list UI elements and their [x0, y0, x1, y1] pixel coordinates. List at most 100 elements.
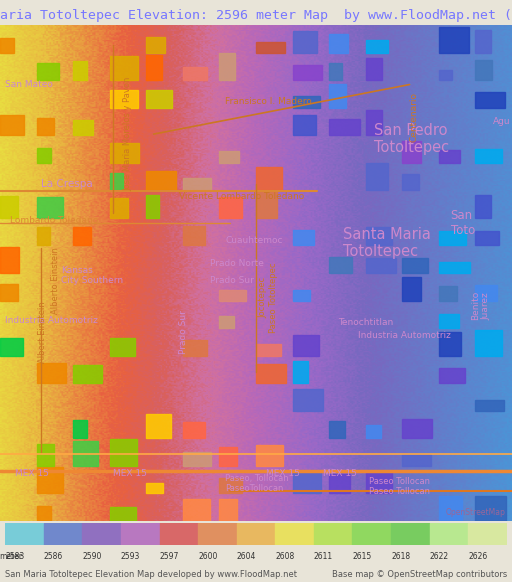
Bar [220, 478, 243, 494]
Text: PaseoTollocan: PaseoTollocan [225, 484, 284, 494]
Bar [237, 523, 275, 545]
Text: 2593: 2593 [121, 552, 140, 561]
Text: meter: meter [0, 552, 23, 561]
Bar [160, 523, 198, 545]
Bar [366, 164, 388, 190]
Bar [256, 191, 277, 218]
Text: 2597: 2597 [160, 552, 179, 561]
Text: 2590: 2590 [82, 552, 102, 561]
Bar [314, 523, 352, 545]
Bar [36, 506, 51, 521]
Bar [391, 523, 430, 545]
Bar [439, 70, 452, 80]
Text: 2622: 2622 [430, 552, 449, 561]
Bar [220, 447, 237, 466]
Text: San
Toto: San Toto [451, 210, 475, 237]
Bar [439, 368, 465, 383]
Bar [402, 455, 431, 466]
Text: Jose Maria Morelos y Pavon: Jose Maria Morelos y Pavon [123, 77, 132, 191]
Text: Paseo Tollocan: Paseo Tollocan [369, 477, 430, 486]
Bar [36, 467, 63, 494]
Bar [292, 290, 310, 300]
Text: MEX 15: MEX 15 [15, 469, 49, 478]
Text: Paseo Totoltepec: Paseo Totoltepec [269, 262, 278, 333]
Bar [0, 338, 23, 356]
Text: Lombardo Toledano: Lombardo Toledano [10, 217, 98, 225]
Bar [183, 178, 211, 190]
Text: Alberto Einstein: Alberto Einstein [51, 247, 60, 314]
Bar [0, 196, 18, 218]
Bar [220, 53, 235, 80]
Bar [110, 198, 128, 218]
Bar [476, 331, 502, 356]
Bar [73, 420, 87, 438]
Bar [110, 90, 138, 108]
Bar [110, 56, 138, 80]
Bar [44, 523, 82, 545]
Bar [366, 425, 380, 438]
Text: 2586: 2586 [44, 552, 63, 561]
Text: Vicente Lombardo Toledano: Vicente Lombardo Toledano [179, 191, 305, 201]
Text: MEX 15: MEX 15 [323, 469, 356, 478]
Bar [256, 344, 281, 356]
Text: 2608: 2608 [275, 552, 294, 561]
Bar [292, 335, 319, 356]
Bar [439, 314, 459, 328]
Bar [36, 197, 63, 218]
Bar [366, 110, 382, 135]
Text: 2611: 2611 [314, 552, 333, 561]
Text: Kansas
City Southern: Kansas City Southern [61, 266, 123, 285]
Bar [366, 228, 392, 246]
Text: Albert Einstein: Albert Einstein [38, 301, 48, 363]
Bar [292, 472, 321, 494]
Bar [110, 173, 123, 190]
Bar [36, 148, 51, 163]
Bar [121, 523, 160, 545]
Text: Industria Automotriz: Industria Automotriz [358, 331, 451, 339]
Bar [256, 445, 283, 466]
Bar [439, 261, 470, 273]
Text: Prado Sur: Prado Sur [210, 276, 254, 285]
Text: Industria Automotriz: Industria Automotriz [5, 315, 98, 325]
Bar [476, 399, 504, 411]
Text: MEX 15: MEX 15 [266, 469, 300, 478]
Bar [476, 230, 499, 246]
Bar [183, 452, 210, 466]
Text: Agu: Agu [493, 117, 510, 126]
Bar [36, 444, 54, 466]
Bar [73, 120, 93, 135]
Bar [329, 474, 350, 494]
Bar [73, 226, 91, 246]
Text: Fransisco I. Madero: Fransisco I. Madero [225, 97, 312, 107]
Bar [292, 115, 315, 135]
Bar [366, 58, 382, 80]
Bar [146, 171, 176, 190]
Bar [146, 55, 162, 80]
Text: 2626: 2626 [468, 552, 487, 561]
Bar [476, 149, 502, 163]
Bar [0, 38, 14, 52]
Bar [329, 257, 352, 273]
Bar [439, 27, 469, 52]
Bar [183, 66, 206, 80]
Bar [292, 361, 308, 383]
Bar [292, 96, 320, 108]
Bar [0, 284, 18, 300]
Bar [275, 523, 314, 545]
Bar [476, 60, 492, 80]
Text: Jocotepec: Jocotepec [259, 277, 268, 318]
Bar [256, 42, 285, 52]
Bar [476, 285, 497, 300]
Bar [439, 231, 465, 246]
Bar [476, 195, 491, 218]
Bar [5, 523, 44, 545]
Text: Base map © OpenStreetMap contributors: Base map © OpenStreetMap contributors [332, 570, 507, 579]
Bar [292, 230, 314, 246]
Bar [183, 226, 205, 246]
Bar [476, 30, 491, 52]
Bar [439, 286, 457, 300]
Bar [430, 523, 468, 545]
Bar [82, 523, 121, 545]
Text: San Maria Totoltepec Elevation Map developed by www.FloodMap.net: San Maria Totoltepec Elevation Map devel… [5, 570, 297, 579]
Bar [146, 482, 163, 494]
